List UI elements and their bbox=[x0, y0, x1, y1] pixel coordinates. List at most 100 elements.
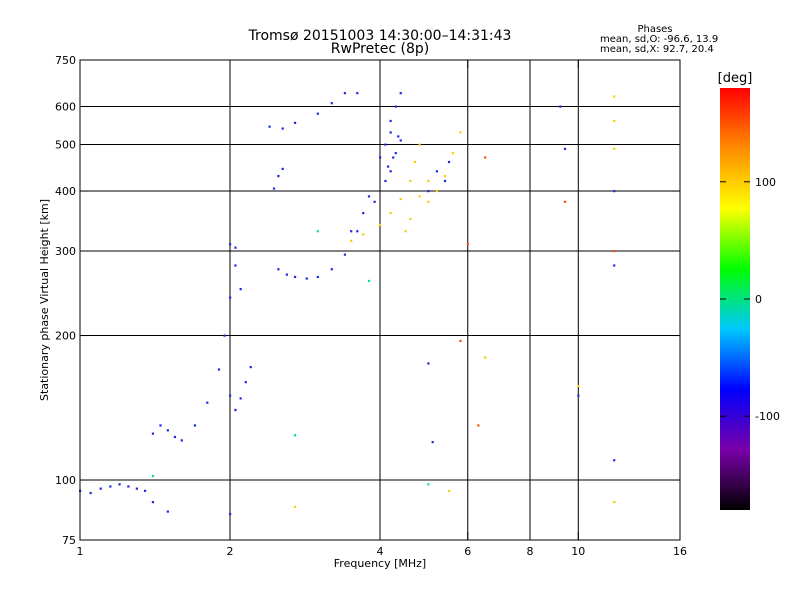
x-tick-label: 4 bbox=[377, 545, 384, 558]
x-axis-label: Frequency [MHz] bbox=[334, 557, 426, 570]
data-point bbox=[613, 95, 616, 98]
stats-line-o: mean, sd,O: -96.6, 13.9 bbox=[600, 34, 718, 45]
data-point bbox=[373, 200, 376, 203]
data-point bbox=[399, 139, 402, 142]
data-point bbox=[484, 156, 487, 159]
data-point bbox=[392, 156, 395, 159]
data-point bbox=[330, 268, 333, 271]
data-point bbox=[394, 152, 397, 155]
data-point bbox=[379, 156, 382, 159]
data-point bbox=[384, 179, 387, 183]
data-point bbox=[389, 170, 392, 173]
colorbar-label: [deg] bbox=[718, 71, 753, 86]
data-point bbox=[613, 459, 616, 462]
data-point bbox=[399, 198, 402, 201]
data-point bbox=[166, 510, 169, 513]
data-point bbox=[563, 200, 567, 203]
data-point bbox=[239, 288, 242, 291]
x-tick-label: 2 bbox=[227, 545, 234, 558]
data-point bbox=[389, 131, 392, 134]
data-point bbox=[316, 230, 319, 233]
data-point bbox=[613, 264, 616, 267]
data-point bbox=[409, 179, 412, 183]
data-point bbox=[127, 485, 130, 488]
data-point bbox=[427, 483, 430, 486]
axes: 1 2 4 6 8 10 16 75 100 200 300 400 500 600 750 bbox=[55, 54, 687, 558]
data-point bbox=[217, 368, 221, 371]
data-point bbox=[223, 334, 226, 337]
data-points bbox=[79, 92, 616, 516]
data-point bbox=[367, 195, 371, 198]
data-point bbox=[389, 212, 392, 215]
data-point bbox=[418, 143, 421, 146]
data-point bbox=[151, 432, 155, 435]
data-point bbox=[281, 127, 284, 130]
data-point bbox=[305, 277, 308, 280]
data-point bbox=[613, 250, 616, 253]
data-point bbox=[384, 143, 387, 146]
data-point bbox=[281, 167, 284, 171]
data-point bbox=[330, 102, 333, 105]
data-point bbox=[356, 92, 359, 95]
data-point bbox=[418, 195, 421, 198]
data-point bbox=[613, 119, 616, 123]
data-point bbox=[379, 223, 382, 227]
data-point bbox=[316, 112, 319, 115]
data-point bbox=[427, 190, 430, 193]
colorbar-ticks: 100 0 -100 bbox=[720, 176, 780, 423]
y-tick-label: 75 bbox=[62, 534, 76, 547]
data-point bbox=[443, 179, 447, 183]
data-point bbox=[559, 105, 562, 108]
data-point bbox=[427, 179, 430, 183]
data-point bbox=[435, 170, 438, 173]
data-point bbox=[362, 212, 365, 215]
x-tick-label: 6 bbox=[464, 545, 471, 558]
data-point bbox=[118, 483, 121, 486]
data-point bbox=[413, 160, 417, 164]
data-point bbox=[293, 434, 297, 437]
data-point bbox=[451, 152, 455, 155]
data-point bbox=[350, 239, 353, 243]
data-point bbox=[356, 230, 359, 233]
y-tick-label: 300 bbox=[55, 245, 76, 258]
data-point bbox=[389, 119, 392, 123]
data-point bbox=[159, 424, 162, 427]
data-point bbox=[234, 264, 237, 267]
y-tick-label: 600 bbox=[55, 101, 76, 114]
data-point bbox=[577, 384, 580, 388]
data-point bbox=[386, 165, 390, 168]
stats-line-x: mean, sd,X: 92.7, 20.4 bbox=[600, 44, 714, 55]
data-point bbox=[293, 275, 297, 279]
data-point bbox=[272, 187, 276, 190]
data-point bbox=[431, 441, 434, 444]
data-point bbox=[206, 401, 209, 404]
data-point bbox=[397, 135, 400, 138]
data-point bbox=[293, 505, 297, 508]
x-tick-label: 1 bbox=[77, 545, 84, 558]
data-point bbox=[367, 279, 371, 283]
data-point bbox=[477, 424, 480, 427]
y-tick-label: 500 bbox=[55, 139, 76, 152]
data-point bbox=[293, 121, 297, 124]
data-point bbox=[99, 487, 102, 490]
data-point bbox=[268, 125, 271, 128]
data-point bbox=[427, 362, 430, 365]
data-point bbox=[229, 243, 232, 246]
data-point bbox=[343, 253, 347, 256]
x-tick-label: 10 bbox=[571, 545, 585, 558]
chart-subtitle: RwPretec (8p) bbox=[331, 41, 429, 57]
chart-title: Tromsø 20151003 14:30:00–14:31:43 bbox=[248, 28, 512, 44]
data-point bbox=[316, 275, 319, 279]
data-point bbox=[180, 439, 183, 442]
x-tick-label: 16 bbox=[673, 545, 687, 558]
grid-lines bbox=[80, 60, 680, 540]
colorbar-tick-label: 0 bbox=[755, 293, 762, 306]
colorbar-tick-label: -100 bbox=[755, 410, 780, 423]
data-point bbox=[229, 296, 232, 299]
data-point bbox=[613, 190, 616, 193]
colorbar-tick-label: 100 bbox=[755, 176, 776, 189]
data-point bbox=[249, 365, 252, 369]
data-point bbox=[277, 268, 280, 271]
data-point bbox=[404, 230, 407, 233]
